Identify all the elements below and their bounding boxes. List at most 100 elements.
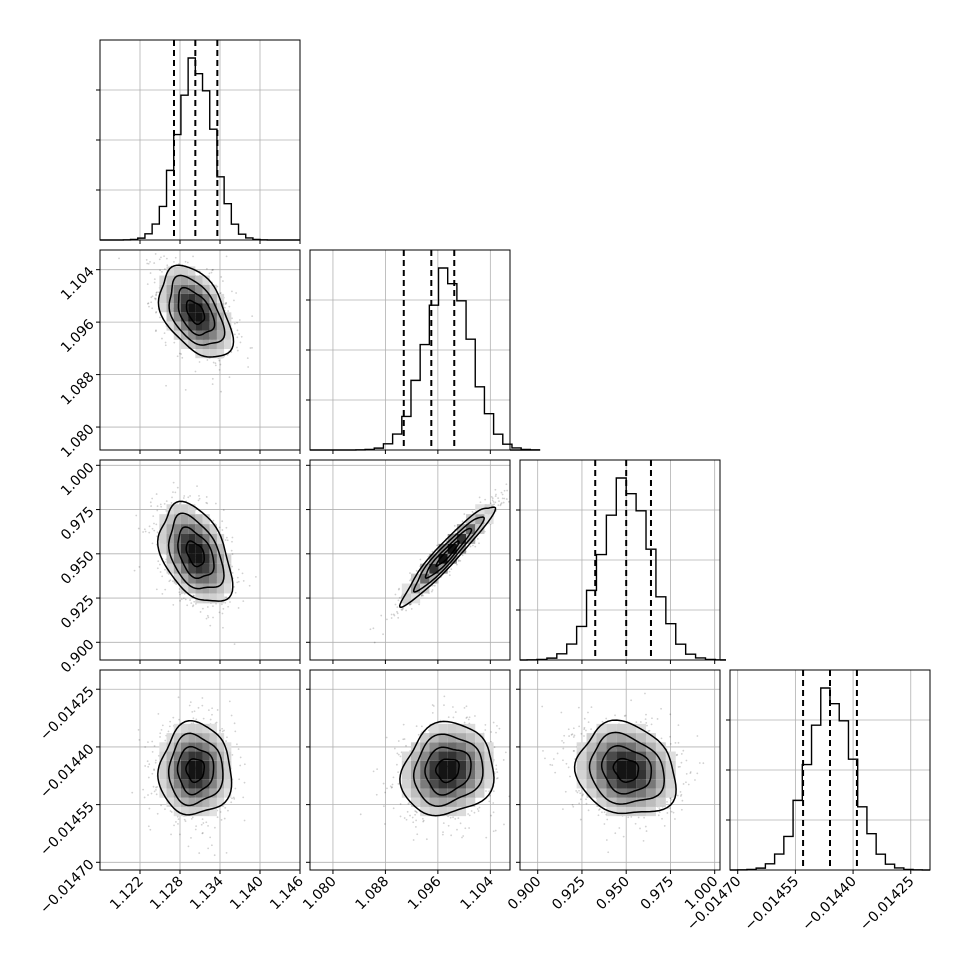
sample-point: [236, 349, 239, 352]
sample-point: [383, 823, 386, 825]
sample-point: [206, 606, 209, 608]
sample-point: [476, 537, 479, 540]
density-cell: [202, 593, 210, 604]
panel-3-3: −0.01470−0.01455−0.01440−0.01425: [684, 669, 931, 934]
sample-point: [230, 351, 233, 354]
sample-point: [443, 695, 446, 698]
density-cell: [188, 514, 196, 525]
density-cell: [188, 553, 196, 564]
sample-point: [443, 704, 445, 707]
sample-point: [236, 576, 239, 579]
sample-point: [225, 255, 228, 258]
sample-point: [225, 302, 227, 305]
density-cell: [195, 779, 203, 789]
sample-point: [157, 560, 160, 563]
sample-point: [168, 725, 171, 728]
density-cell: [401, 583, 411, 594]
sample-point: [191, 710, 194, 713]
sample-point: [233, 322, 236, 325]
sample-point: [215, 721, 218, 724]
sample-point: [251, 315, 254, 318]
density-cell: [401, 751, 411, 761]
sample-point: [493, 746, 496, 749]
sample-point: [186, 604, 189, 607]
sample-point: [239, 756, 242, 759]
sample-point: [461, 836, 463, 839]
sample-point: [415, 819, 418, 822]
sample-point: [206, 359, 209, 361]
sample-point: [393, 614, 396, 617]
sample-point: [199, 611, 202, 613]
density-cell: [195, 788, 203, 798]
sample-point: [233, 643, 236, 646]
density-cell: [216, 779, 225, 789]
panel-0-0: [96, 39, 301, 244]
density-cell: [202, 349, 210, 359]
density-cell: [202, 553, 210, 564]
sample-point: [161, 592, 164, 595]
sample-point: [231, 317, 233, 320]
axes-frame: [99, 669, 301, 871]
sample-point: [167, 730, 170, 733]
axes-frame: [99, 249, 301, 451]
sample-point: [229, 601, 231, 603]
sample-point: [243, 819, 246, 822]
density-cell: [224, 770, 232, 780]
density-cell: [173, 573, 181, 584]
sample-point: [193, 594, 195, 597]
sample-point: [422, 820, 425, 823]
sample-point: [211, 707, 214, 710]
y-tick-label: 1.104: [58, 264, 98, 304]
sample-point: [231, 797, 233, 800]
sample-point: [198, 495, 200, 497]
sample-point: [227, 605, 230, 608]
density-cell: [202, 330, 210, 340]
density-cell: [429, 553, 439, 564]
sample-point: [415, 569, 418, 572]
sample-point: [149, 501, 152, 504]
density-cell: [173, 543, 181, 554]
density-cell: [195, 303, 203, 313]
sample-point: [505, 483, 508, 486]
sample-point: [505, 498, 508, 500]
sample-point: [403, 738, 406, 740]
density-cell: [188, 543, 196, 554]
density-cell: [173, 788, 181, 798]
sample-point: [154, 253, 157, 255]
sample-point: [463, 721, 466, 724]
sample-point: [430, 590, 433, 593]
sample-point: [231, 536, 234, 539]
sample-point: [397, 599, 400, 602]
sample-point: [228, 305, 231, 308]
sample-point: [174, 256, 177, 259]
sample-point: [230, 714, 233, 717]
sample-point: [155, 588, 158, 591]
sample-point: [164, 341, 167, 344]
sample-point: [507, 500, 510, 503]
sample-point: [464, 827, 467, 830]
density-cell: [202, 788, 210, 798]
density-cell: [209, 751, 217, 761]
sample-point: [490, 740, 493, 743]
density-cell: [209, 723, 217, 734]
sample-point: [450, 568, 453, 571]
density-cell: [180, 293, 189, 304]
density-cell: [166, 742, 174, 752]
sample-point: [175, 583, 178, 585]
sample-point: [155, 293, 158, 296]
sample-point: [165, 384, 167, 387]
sample-point: [227, 310, 230, 312]
density-cell: [216, 321, 225, 331]
sample-point: [184, 820, 187, 823]
density-cell: [188, 284, 196, 294]
sample-point: [496, 771, 499, 773]
sample-point: [169, 810, 172, 812]
density-cell: [438, 553, 448, 564]
sample-point: [397, 740, 400, 742]
sample-point: [212, 605, 214, 608]
sample-point: [149, 261, 151, 263]
density-cell: [484, 514, 494, 525]
density-cell: [224, 339, 232, 350]
sample-point: [222, 626, 224, 629]
